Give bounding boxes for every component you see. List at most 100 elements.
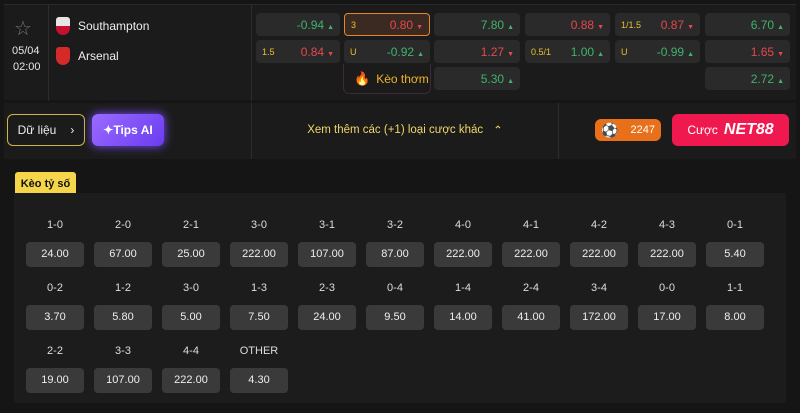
- odds-cell[interactable]: 0.88 ▼: [525, 13, 610, 36]
- live-badge[interactable]: ⚽ 2247: [595, 119, 661, 141]
- home-team: Southampton: [56, 17, 149, 35]
- score-option[interactable]: 2-0 67.00: [94, 219, 152, 267]
- odds-cell[interactable]: 2.72 ▲: [705, 67, 790, 90]
- arrow-up-icon: ▲: [687, 50, 694, 58]
- score-option[interactable]: 3-4 172.00: [570, 282, 628, 330]
- score-odds-button[interactable]: 5.40: [706, 242, 764, 267]
- score-odds-button[interactable]: 3.70: [26, 305, 84, 330]
- score-label: OTHER: [239, 345, 279, 357]
- bet-net88-button[interactable]: Cược NET88: [672, 114, 789, 146]
- arrow-up-icon: ▲: [777, 77, 784, 85]
- score-odds-button[interactable]: 9.50: [366, 305, 424, 330]
- score-odds-button[interactable]: 172.00: [570, 305, 628, 330]
- home-team-name: Southampton: [78, 19, 150, 33]
- score-option[interactable]: 4-1 222.00: [502, 219, 560, 267]
- score-option[interactable]: 2-4 41.00: [502, 282, 560, 330]
- score-odds-button[interactable]: 67.00: [94, 242, 152, 267]
- odds-cell[interactable]: U -0.92 ▲: [344, 40, 430, 63]
- data-button[interactable]: Dữ liệu ›: [7, 114, 85, 146]
- score-grid: 1-0 24.00 2-0 67.00 2-1 25.00 3-0 222.00 3-1 107.…: [14, 193, 786, 403]
- score-odds-button[interactable]: 222.00: [162, 368, 220, 393]
- score-option[interactable]: 0-1 5.40: [706, 219, 764, 267]
- score-odds-button[interactable]: 222.00: [230, 242, 288, 267]
- score-odds-button[interactable]: 17.00: [638, 305, 696, 330]
- score-option[interactable]: 4-4 222.00: [162, 345, 220, 393]
- handicap-label: U: [350, 46, 357, 57]
- score-odds-button[interactable]: 7.50: [230, 305, 288, 330]
- hot-odds-panel[interactable]: 🔥 Kèo thơm: [343, 64, 431, 94]
- score-odds-button[interactable]: 222.00: [638, 242, 696, 267]
- odds-value: 5.30 ▲: [480, 71, 514, 86]
- score-odds-button[interactable]: 25.00: [162, 242, 220, 267]
- arrow-up-icon: ▲: [507, 23, 514, 31]
- score-option[interactable]: 3-0 5.00: [162, 282, 220, 330]
- sparkle-icon: ✦: [103, 123, 114, 137]
- odds-cell[interactable]: 1.65 ▼: [705, 40, 790, 63]
- score-label: 3-0: [183, 282, 199, 294]
- score-option[interactable]: 1-0 24.00: [26, 219, 84, 267]
- score-option[interactable]: 0-0 17.00: [638, 282, 696, 330]
- arrow-up-icon: ▲: [507, 77, 514, 85]
- score-option[interactable]: 3-1 107.00: [298, 219, 356, 267]
- score-label: 4-4: [183, 345, 199, 357]
- score-label: 0-2: [47, 282, 63, 294]
- badge-count: 2247: [630, 124, 655, 136]
- odds-cell[interactable]: U -0.99 ▲: [615, 40, 700, 63]
- odds-value: 0.80 ▼: [389, 17, 423, 32]
- odds-value: 1.00 ▲: [570, 44, 604, 59]
- arrow-down-icon: ▼: [597, 23, 604, 31]
- odds-cell[interactable]: 3 0.80 ▼: [344, 13, 430, 36]
- score-label: 0-1: [727, 219, 743, 231]
- score-odds-button[interactable]: 107.00: [298, 242, 356, 267]
- odds-cell[interactable]: 0.5/1 1.00 ▲: [525, 40, 610, 63]
- odds-cell[interactable]: 1.5 0.84 ▼: [256, 40, 340, 63]
- score-option[interactable]: 1-2 5.80: [94, 282, 152, 330]
- odds-value: -0.94 ▲: [296, 17, 334, 32]
- score-option[interactable]: 4-2 222.00: [570, 219, 628, 267]
- score-odds-button[interactable]: 8.00: [706, 305, 764, 330]
- score-option[interactable]: 2-1 25.00: [162, 219, 220, 267]
- score-option[interactable]: 2-3 24.00: [298, 282, 356, 330]
- score-odds-button[interactable]: 87.00: [366, 242, 424, 267]
- odds-value: 7.80 ▲: [480, 17, 514, 32]
- arrow-up-icon: ▲: [417, 50, 424, 58]
- odds-value: -0.99 ▲: [656, 44, 694, 59]
- odds-cell[interactable]: 6.70 ▲: [705, 13, 790, 36]
- arrow-up-icon: ▲: [597, 50, 604, 58]
- tips-ai-label: Tips AI: [113, 123, 153, 137]
- score-option[interactable]: 4-0 222.00: [434, 219, 492, 267]
- double-chevron-up-icon: ⌃: [493, 125, 503, 137]
- odds-cell[interactable]: 1.27 ▼: [434, 40, 520, 63]
- score-option[interactable]: OTHER 4.30: [230, 345, 288, 393]
- odds-cell[interactable]: 1/1.5 0.87 ▼: [615, 13, 700, 36]
- score-odds-button[interactable]: 14.00: [434, 305, 492, 330]
- star-icon[interactable]: ☆: [14, 18, 32, 40]
- score-odds-button[interactable]: 24.00: [298, 305, 356, 330]
- score-odds-button[interactable]: 24.00: [26, 242, 84, 267]
- score-odds-button[interactable]: 5.00: [162, 305, 220, 330]
- score-option[interactable]: 0-2 3.70: [26, 282, 84, 330]
- score-option[interactable]: 3-0 222.00: [230, 219, 288, 267]
- odds-cell[interactable]: 7.80 ▲: [434, 13, 520, 36]
- tips-ai-button[interactable]: ✦ Tips AI: [92, 114, 164, 146]
- score-option[interactable]: 1-1 8.00: [706, 282, 764, 330]
- score-odds-button[interactable]: 4.30: [230, 368, 288, 393]
- score-option[interactable]: 1-3 7.50: [230, 282, 288, 330]
- score-option[interactable]: 2-2 19.00: [26, 345, 84, 393]
- score-odds-button[interactable]: 41.00: [502, 305, 560, 330]
- score-option[interactable]: 3-2 87.00: [366, 219, 424, 267]
- score-odds-button[interactable]: 5.80: [94, 305, 152, 330]
- score-odds-button[interactable]: 222.00: [502, 242, 560, 267]
- score-odds-button[interactable]: 222.00: [434, 242, 492, 267]
- more-bets-button[interactable]: Xem thêm các (+1) loại cược khác ⌃: [300, 118, 510, 142]
- odds-cell[interactable]: 5.30 ▲: [434, 67, 520, 90]
- score-odds-button[interactable]: 107.00: [94, 368, 152, 393]
- score-option[interactable]: 0-4 9.50: [366, 282, 424, 330]
- arrow-up-icon: ▲: [327, 23, 334, 31]
- score-option[interactable]: 3-3 107.00: [94, 345, 152, 393]
- score-option[interactable]: 1-4 14.00: [434, 282, 492, 330]
- odds-cell[interactable]: -0.94 ▲: [256, 13, 340, 36]
- score-odds-button[interactable]: 222.00: [570, 242, 628, 267]
- score-odds-button[interactable]: 19.00: [26, 368, 84, 393]
- score-option[interactable]: 4-3 222.00: [638, 219, 696, 267]
